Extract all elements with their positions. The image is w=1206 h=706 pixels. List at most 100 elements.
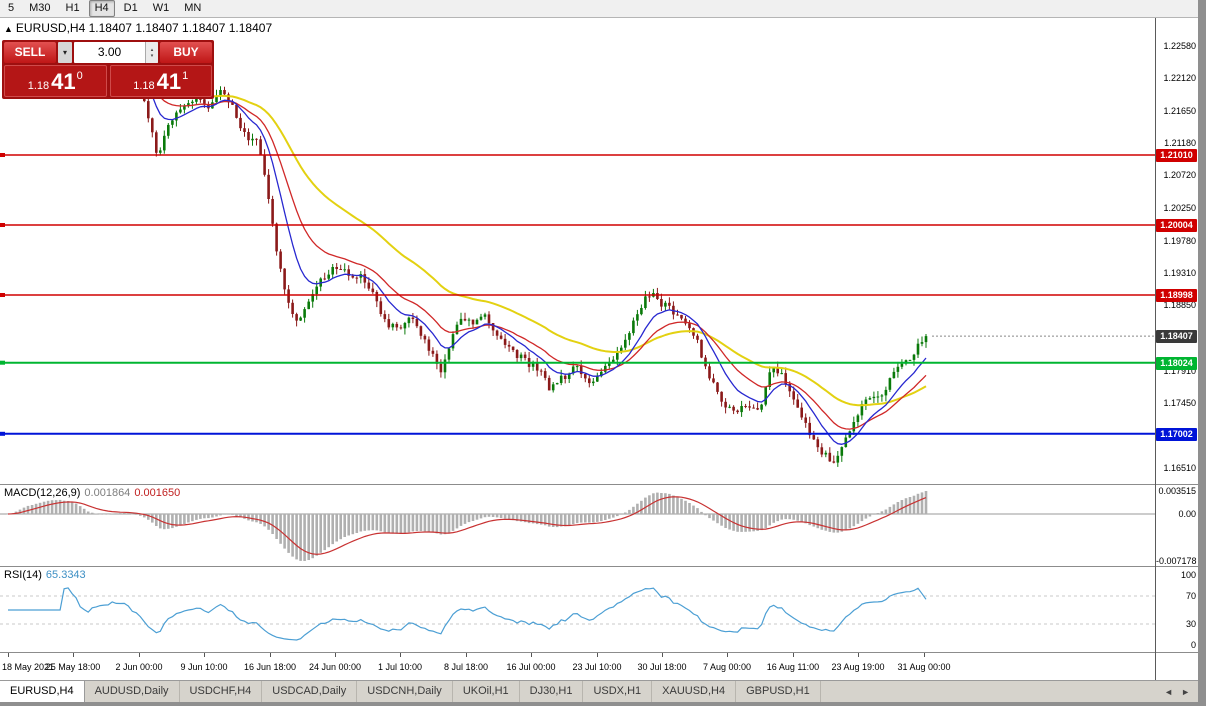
time-axis-label: 25 May 18:00 <box>45 662 101 672</box>
time-tick <box>597 653 598 657</box>
rsi-axis-label: 100 <box>1180 570 1196 580</box>
tab-audusd-daily[interactable]: AUDUSD,Daily <box>84 681 180 702</box>
price-tick-label: 1.19780 <box>1163 236 1196 246</box>
timeframe-button-h1[interactable]: H1 <box>65 2 80 14</box>
time-tick <box>727 653 728 657</box>
sell-price-display[interactable]: 1.18 41 0 <box>4 65 107 97</box>
macd-axis-label: 0.00 <box>1178 509 1196 519</box>
time-axis-label: 7 Aug 00:00 <box>702 662 752 672</box>
price-tick-label: 1.17450 <box>1163 398 1196 408</box>
price-axis[interactable] <box>1156 18 1198 680</box>
macd-axis-label: 0.003515 <box>1158 486 1196 496</box>
macd-chart <box>0 491 1155 561</box>
rsi-axis-label: 30 <box>1185 619 1196 629</box>
tab-usdx-h1[interactable]: USDX,H1 <box>583 681 653 702</box>
panel-separator[interactable] <box>0 484 1198 485</box>
timeframe-button-h4[interactable]: H4 <box>88 0 115 17</box>
time-axis-label: 1 Jul 10:00 <box>377 662 423 672</box>
timeframe-button-w1[interactable]: W1 <box>152 2 170 14</box>
current-price-badge: 1.18407 <box>1156 330 1197 343</box>
timeframe-button-5[interactable]: 5 <box>8 2 15 14</box>
price-tick-label: 1.21180 <box>1164 138 1196 148</box>
price-tick-label: 1.20250 <box>1163 203 1196 213</box>
time-axis[interactable]: 18 May 2021 25 May 18:00 2 Jun 00:00 9 Jun … <box>0 653 1155 680</box>
rsi-value: 65.3343 <box>45 569 86 581</box>
time-tick <box>139 653 140 657</box>
sell-button[interactable]: SELL <box>4 42 56 63</box>
rsi-line <box>8 587 927 641</box>
time-tick <box>400 653 401 657</box>
tab-usdcnh-daily[interactable]: USDCNH,Daily <box>357 681 453 702</box>
lot-size-input[interactable]: 3.00 ▴ ▾ <box>74 42 158 63</box>
rsi-axis-label: 0 <box>1190 640 1196 650</box>
price-badge-1.18998: 1.18998 <box>1156 289 1197 302</box>
timeframe-button-d1[interactable]: D1 <box>123 2 138 14</box>
price-tick-label: 1.17910 <box>1163 366 1196 376</box>
tab-scroll-left-button[interactable]: ◄ <box>1164 686 1174 697</box>
timeframe-button-m30[interactable]: M30 <box>29 2 51 14</box>
buy-price-sup: 1 <box>182 70 189 82</box>
rsi-axis-label: 70 <box>1185 591 1196 601</box>
macd-axis-label: -0.007178 <box>1156 556 1197 566</box>
horizontal-line-objects[interactable] <box>0 153 1155 436</box>
rsi-chart <box>0 587 1155 641</box>
tab-ukoil-h1[interactable]: UKOil,H1 <box>452 681 520 702</box>
price-badge-1.17002: 1.17002 <box>1156 428 1197 441</box>
macd-signal-line <box>7 496 927 555</box>
tab-eurusd-h4[interactable]: EURUSD,H4 <box>0 681 85 702</box>
tab-dj30-h1[interactable]: DJ30,H1 <box>519 681 584 702</box>
rsi-panel[interactable]: RSI(14) 65.3343 <box>0 567 1155 652</box>
candles-layer <box>6 42 928 467</box>
timeframe-button-mn[interactable]: MN <box>184 2 202 14</box>
ma-mid-line <box>7 63 927 430</box>
macd-main-value: 0.001864 <box>84 487 131 499</box>
price-badge-1.18024: 1.18024 <box>1156 357 1197 370</box>
macd-label: MACD(12,26,9) <box>4 487 81 499</box>
tab-usdcad-daily[interactable]: USDCAD,Daily <box>262 681 358 702</box>
main-chart-panel[interactable]: ▲ EURUSD,H4 1.18407 1.18407 1.18407 1.184… <box>0 18 1155 484</box>
macd-panel[interactable]: MACD(12,26,9) 0.001864 0.001650 <box>0 485 1155 566</box>
lot-dropdown-button[interactable]: ▾ <box>58 42 72 63</box>
macd-histogram <box>6 491 928 561</box>
time-axis-label: 24 Jun 00:00 <box>308 662 362 672</box>
price-badge-1.21010: 1.21010 <box>1156 149 1197 162</box>
time-tick <box>270 653 271 657</box>
price-tick-label: 1.22580 <box>1163 41 1196 51</box>
sell-price-prefix: 1.18 <box>27 80 50 92</box>
price-tick-label: 1.16510 <box>1163 463 1196 473</box>
time-tick <box>793 653 794 657</box>
buy-price-display[interactable]: 1.18 41 1 <box>109 65 212 97</box>
time-axis-label: 8 Jul 18:00 <box>443 662 489 672</box>
price-badge-1.20004: 1.20004 <box>1156 219 1197 232</box>
price-tick-label: 1.18850 <box>1163 300 1196 310</box>
tab-xauusd-h4[interactable]: XAUUSD,H4 <box>652 681 737 702</box>
panel-separator[interactable] <box>0 652 1198 653</box>
ma-fast-line <box>7 55 927 445</box>
timeframe-toolbar: 5 M30 H1 H4 D1 W1 MN <box>0 0 1198 18</box>
time-tick <box>335 653 336 657</box>
collapse-trade-panel-arrow[interactable]: ▲ <box>4 24 13 34</box>
time-axis-label: 16 Aug 11:00 <box>766 662 820 672</box>
buy-price-prefix: 1.18 <box>133 80 155 92</box>
time-tick <box>858 653 859 657</box>
time-axis-label: 16 Jun 18:00 <box>243 662 297 672</box>
one-click-trading-panel: SELL ▾ 3.00 ▴ ▾ BUY 1.18 41 0 <box>2 40 214 99</box>
rsi-header: RSI(14) 65.3343 <box>4 569 86 581</box>
chart-tab-bar: EURUSD,H4 AUDUSD,Daily USDCHF,H4 USDCAD,Dai… <box>0 680 1198 702</box>
time-axis-label: 16 Jul 00:00 <box>506 662 556 672</box>
sell-price-big: 41 <box>51 69 76 94</box>
time-axis-label: 9 Jun 10:00 <box>180 662 228 672</box>
macd-signal-value: 0.001650 <box>134 487 181 499</box>
time-tick <box>924 653 925 657</box>
time-axis-label: 30 Jul 18:00 <box>637 662 687 672</box>
tab-scroll-right-button[interactable]: ► <box>1181 686 1190 697</box>
spinner-up-icon[interactable]: ▴ <box>150 46 154 53</box>
tab-usdchf-h4[interactable]: USDCHF,H4 <box>179 681 263 702</box>
chart-title: ▲ EURUSD,H4 1.18407 1.18407 1.18407 1.184… <box>4 21 272 35</box>
spinner-down-icon[interactable]: ▾ <box>150 52 154 59</box>
panel-separator[interactable] <box>0 566 1198 567</box>
lot-spinner[interactable]: ▴ ▾ <box>145 42 158 63</box>
tab-gbpusd-h1[interactable]: GBPUSD,H1 <box>736 681 821 702</box>
buy-button[interactable]: BUY <box>160 42 212 63</box>
